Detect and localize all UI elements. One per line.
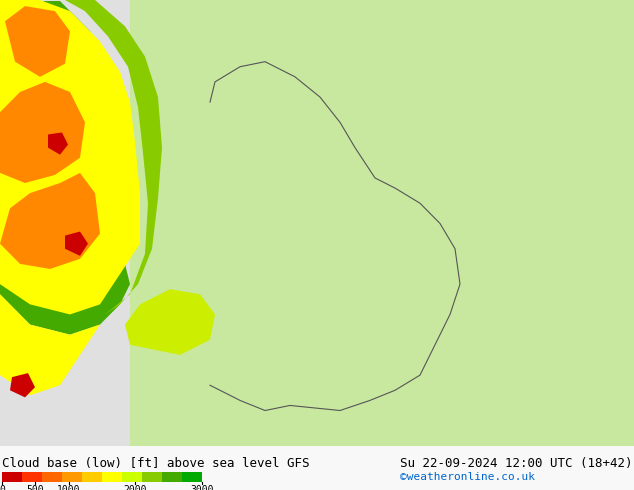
Bar xyxy=(130,0,634,446)
Bar xyxy=(142,472,162,482)
Bar xyxy=(2,472,22,482)
Polygon shape xyxy=(5,6,70,77)
Polygon shape xyxy=(65,0,162,315)
Bar xyxy=(182,472,202,482)
Bar xyxy=(122,472,142,482)
Text: 0: 0 xyxy=(0,485,5,490)
Text: 2000: 2000 xyxy=(124,485,147,490)
Polygon shape xyxy=(125,289,215,355)
Bar xyxy=(62,472,82,482)
Bar xyxy=(162,472,182,482)
Polygon shape xyxy=(0,173,100,269)
Text: 3000: 3000 xyxy=(190,485,214,490)
Polygon shape xyxy=(345,102,420,163)
Text: 500: 500 xyxy=(27,485,44,490)
Polygon shape xyxy=(0,82,85,183)
Text: Cloud base (low) [ft] above sea level GFS: Cloud base (low) [ft] above sea level GF… xyxy=(2,457,309,470)
Text: Su 22-09-2024 12:00 UTC (18+42): Su 22-09-2024 12:00 UTC (18+42) xyxy=(400,457,633,470)
Polygon shape xyxy=(65,232,88,256)
Polygon shape xyxy=(0,294,100,395)
Bar xyxy=(42,472,62,482)
Polygon shape xyxy=(295,219,380,274)
Text: ©weatheronline.co.uk: ©weatheronline.co.uk xyxy=(400,472,535,482)
Polygon shape xyxy=(0,1,130,335)
Polygon shape xyxy=(48,132,68,155)
Text: 1000: 1000 xyxy=(57,485,81,490)
Bar xyxy=(102,472,122,482)
Polygon shape xyxy=(10,373,35,397)
Bar xyxy=(82,472,102,482)
Bar xyxy=(22,472,42,482)
Polygon shape xyxy=(0,0,140,315)
Polygon shape xyxy=(290,0,634,446)
